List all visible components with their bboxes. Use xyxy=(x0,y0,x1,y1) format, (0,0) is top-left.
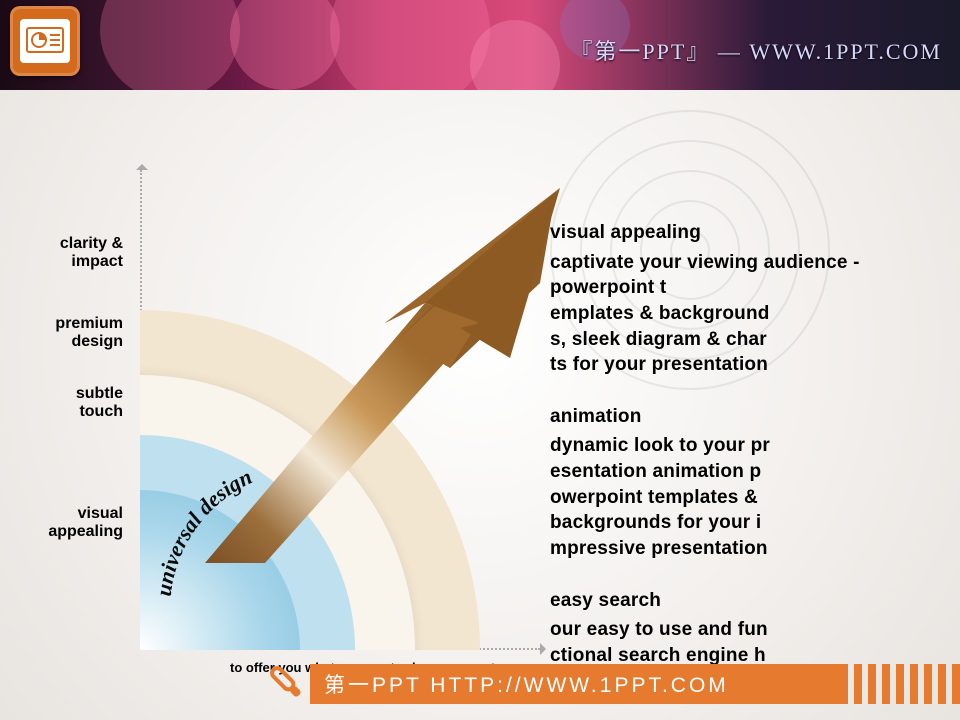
banner-title: 『第一PPT』 — WWW.1PPT.COM xyxy=(570,34,942,66)
ylabel-visual: visualappealing xyxy=(48,505,123,542)
ylabel-subtle: subtletouch xyxy=(76,385,123,422)
para1-body: captivate your viewing audience - powerp… xyxy=(550,250,880,378)
ylabel-premium: premiumdesign xyxy=(55,315,123,352)
para3-body: our easy to use and functional search en… xyxy=(550,617,880,668)
para1-title: visual appealing xyxy=(550,220,880,246)
footer: 第一PPT HTTP://WWW.1PPT.COM xyxy=(310,664,960,704)
description-column: visual appealing captivate your viewing … xyxy=(550,220,880,673)
ylabel-clarity: clarity &impact xyxy=(60,235,123,272)
powerpoint-icon xyxy=(10,6,80,76)
slide-body: universal design clarity &impact premiu xyxy=(0,90,960,720)
para3-title: easy search xyxy=(550,588,880,614)
footer-stripes xyxy=(854,664,960,704)
para2-title: animation xyxy=(550,404,880,430)
para2-body: dynamic look to your presentation animat… xyxy=(550,433,880,561)
pen-icon xyxy=(264,660,310,706)
footer-text: 第一PPT HTTP://WWW.1PPT.COM xyxy=(310,664,848,704)
header-banner: 『第一PPT』 — WWW.1PPT.COM xyxy=(0,0,960,90)
chart-arcs xyxy=(140,230,560,650)
radial-chart xyxy=(140,170,560,650)
